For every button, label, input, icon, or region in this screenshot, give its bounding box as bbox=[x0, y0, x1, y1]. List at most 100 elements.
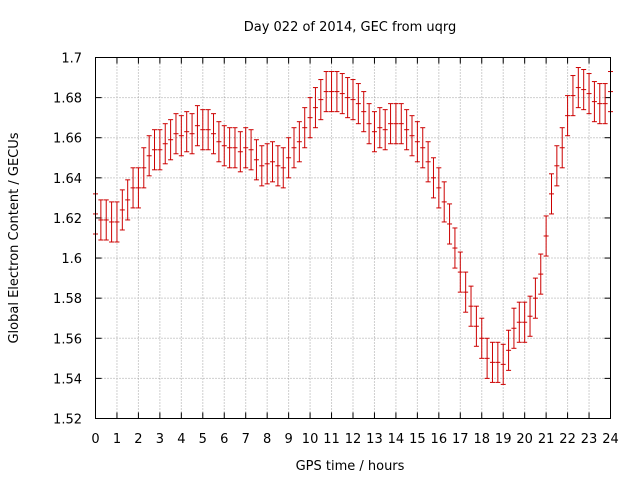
error-bar-point bbox=[280, 147, 286, 189]
error-bar-point bbox=[565, 95, 571, 137]
error-bar-point bbox=[302, 107, 308, 149]
error-bar-point bbox=[329, 71, 335, 113]
error-bar-point bbox=[548, 173, 554, 215]
error-bar-point bbox=[602, 83, 608, 125]
error-bar-point bbox=[527, 295, 533, 337]
error-bar-point bbox=[318, 79, 324, 121]
y-tick-label: 1.56 bbox=[53, 332, 82, 347]
error-bar-point bbox=[420, 127, 426, 169]
x-tick-label: 13 bbox=[366, 432, 383, 447]
error-bar-point bbox=[334, 71, 340, 113]
x-tick-label: 17 bbox=[452, 432, 469, 447]
error-bar-point bbox=[221, 125, 227, 167]
error-bar-point bbox=[275, 145, 281, 187]
x-tick-label: 19 bbox=[495, 432, 512, 447]
y-tick-label: 1.54 bbox=[53, 372, 82, 387]
error-bar-point bbox=[371, 111, 377, 153]
error-bar-point bbox=[398, 103, 404, 145]
x-tick-label: 15 bbox=[409, 432, 426, 447]
y-tick-label: 1.58 bbox=[53, 292, 82, 307]
error-bar-point bbox=[377, 107, 383, 149]
error-bar-point bbox=[430, 157, 436, 199]
error-bar-point bbox=[570, 75, 576, 117]
error-bar-point bbox=[114, 201, 120, 243]
error-bar-point bbox=[173, 113, 179, 155]
error-bar-point bbox=[575, 67, 581, 109]
x-tick-label: 4 bbox=[177, 432, 185, 447]
error-bar-point bbox=[243, 127, 249, 169]
x-tick-label: 1 bbox=[113, 432, 121, 447]
x-tick-label: 7 bbox=[242, 432, 250, 447]
y-tick-label: 1.68 bbox=[53, 92, 82, 107]
error-bar-point bbox=[248, 129, 254, 171]
y-tick-label: 1.6 bbox=[61, 252, 82, 267]
error-bar-point bbox=[205, 109, 211, 151]
y-axis-label: Global Electron Content / GECUs bbox=[7, 132, 22, 343]
error-bar-point bbox=[473, 305, 479, 347]
x-tick-label: 3 bbox=[156, 432, 164, 447]
error-bar-point bbox=[409, 115, 415, 157]
error-bar-point bbox=[361, 91, 367, 133]
error-bar-point bbox=[227, 127, 233, 169]
error-bar-point bbox=[296, 121, 302, 163]
error-bar-point bbox=[253, 139, 259, 181]
x-axis-label: GPS time / hours bbox=[296, 459, 405, 474]
error-bar-point bbox=[511, 307, 517, 349]
error-bar-point bbox=[307, 97, 313, 139]
x-tick-label: 10 bbox=[302, 432, 319, 447]
plot-frame bbox=[95, 57, 611, 419]
chart-title: Day 022 of 2014, GEC from uqrg bbox=[244, 20, 457, 35]
error-bar-point bbox=[393, 103, 399, 145]
series-gec bbox=[93, 67, 613, 385]
error-bar-point bbox=[119, 189, 125, 231]
error-bar-point bbox=[189, 113, 195, 155]
error-bar-point bbox=[479, 317, 485, 359]
error-bar-point bbox=[345, 77, 351, 119]
error-bar-point bbox=[259, 145, 265, 187]
error-bar-point bbox=[425, 141, 431, 183]
error-bar-point bbox=[414, 121, 420, 163]
error-bar-point bbox=[146, 135, 152, 177]
error-bar-point bbox=[404, 109, 410, 151]
x-tick-label: 23 bbox=[581, 432, 598, 447]
x-tick-label: 5 bbox=[199, 432, 207, 447]
error-bar-point bbox=[184, 111, 190, 153]
x-tick-label: 11 bbox=[323, 432, 340, 447]
error-bar-point bbox=[355, 83, 361, 125]
error-bar-point bbox=[516, 301, 522, 343]
y-axis: 1.52 1.54 1.56 1.58 1.6 1.62 1.64 1.66 1.68 1.7 bbox=[53, 52, 611, 428]
error-bar-point bbox=[312, 87, 318, 129]
error-bar-point bbox=[506, 329, 512, 371]
error-bar-point bbox=[591, 81, 597, 123]
error-bar-point bbox=[366, 103, 372, 145]
error-bar-point bbox=[125, 179, 131, 221]
error-bar-point bbox=[532, 277, 538, 319]
y-tick-label: 1.52 bbox=[53, 413, 82, 428]
error-bar-point bbox=[382, 109, 388, 151]
error-bar-point bbox=[500, 343, 506, 385]
x-tick-label: 20 bbox=[516, 432, 533, 447]
error-bar-point bbox=[135, 167, 141, 209]
x-tick-label: 12 bbox=[345, 432, 362, 447]
error-bar-point bbox=[152, 129, 158, 171]
error-bar-point bbox=[232, 127, 238, 169]
error-bar-point bbox=[168, 119, 174, 161]
x-axis: 0 1 2 3 4 5 6 7 8 9 10 11 12 13 14 15 16 17 18 19 20 21 22 23 24 bbox=[91, 57, 619, 447]
x-tick-label: 16 bbox=[431, 432, 448, 447]
y-tick-label: 1.7 bbox=[61, 52, 82, 67]
error-bar-point bbox=[489, 341, 495, 383]
x-tick-label: 8 bbox=[263, 432, 271, 447]
error-bar-point bbox=[463, 271, 469, 313]
x-tick-label: 6 bbox=[220, 432, 228, 447]
x-tick-label: 2 bbox=[134, 432, 142, 447]
error-bar-point bbox=[495, 341, 501, 383]
error-bar-point bbox=[436, 167, 442, 209]
x-tick-label: 21 bbox=[538, 432, 555, 447]
x-tick-label: 18 bbox=[473, 432, 490, 447]
error-bar-point bbox=[211, 113, 217, 155]
error-bar-point bbox=[597, 83, 603, 125]
error-bar-point bbox=[559, 127, 565, 169]
error-bar-point bbox=[200, 109, 206, 151]
error-bar-point bbox=[339, 73, 345, 115]
